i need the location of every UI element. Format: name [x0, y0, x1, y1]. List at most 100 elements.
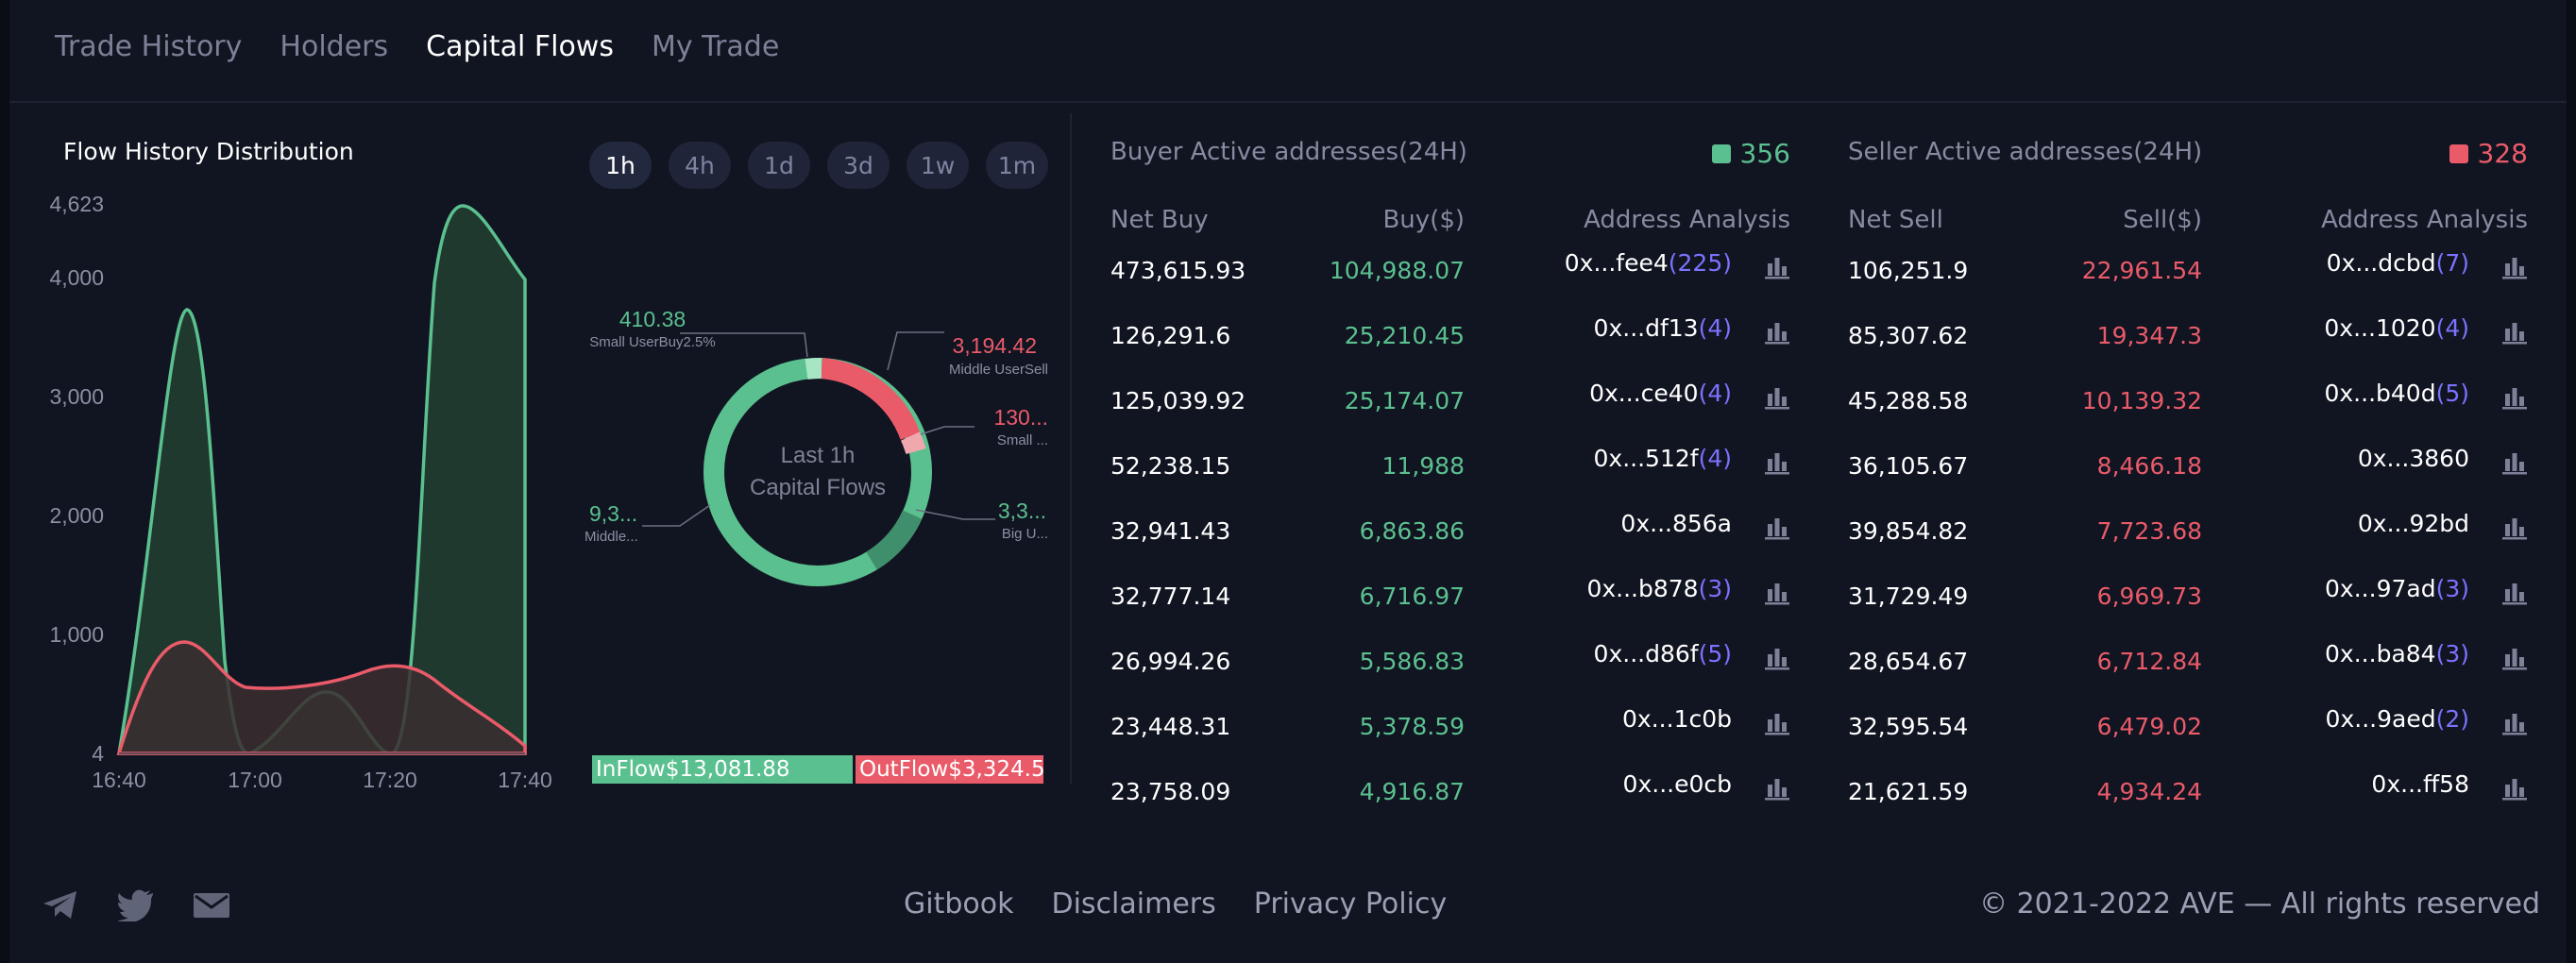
address-link[interactable]: 0x...b878(3)	[1586, 575, 1732, 602]
bar-chart-icon[interactable]	[2501, 255, 2528, 279]
donut-seg-small-sell	[900, 431, 926, 455]
address-link[interactable]: 0x...1020(4)	[2324, 314, 2469, 342]
bar-chart-icon[interactable]	[2501, 320, 2528, 345]
table-row: 473,615.93 104,988.07 0x...fee4(225)	[1110, 249, 1790, 295]
table-row: 39,854.82 7,723.68 0x...92bd	[1848, 510, 2528, 555]
address-link[interactable]: 0x...92bd	[2358, 510, 2469, 537]
social-links	[42, 889, 230, 921]
bar-chart-icon[interactable]	[1764, 581, 1790, 605]
amount-value: 8,466.18	[2096, 452, 2202, 480]
table-row: 21,621.59 4,934.24 0x...ff58	[1848, 770, 2528, 816]
time-filter-1m[interactable]: 1m	[986, 142, 1048, 189]
bar-chart-icon[interactable]	[1764, 255, 1790, 279]
seller-col-net-sell: Net Sell	[1848, 206, 1943, 234]
net-value: 39,854.82	[1848, 517, 1969, 545]
table-row: 125,039.92 25,174.07 0x...ce40(4)	[1110, 380, 1790, 425]
address-tx-count: (3)	[1698, 575, 1732, 602]
address-link[interactable]: 0x...856a	[1620, 510, 1732, 537]
flow-chart-title: Flow History Distribution	[63, 138, 354, 165]
copyright-text: © 2021-2022 AVE — All rights reserved	[1979, 887, 2540, 921]
address-text: 0x...e0cb	[1622, 770, 1732, 798]
twitter-icon[interactable]	[117, 889, 155, 921]
tab-capital-flows[interactable]: Capital Flows	[426, 30, 614, 63]
address-link[interactable]: 0x...b40d(5)	[2324, 380, 2469, 407]
amount-value: 25,210.45	[1344, 322, 1465, 349]
time-filter-1d[interactable]: 1d	[748, 142, 810, 189]
net-value: 32,941.43	[1110, 517, 1231, 545]
net-value: 32,777.14	[1110, 583, 1231, 610]
address-link[interactable]: 0x...9aed(2)	[2326, 705, 2469, 733]
bar-chart-icon[interactable]	[1764, 320, 1790, 345]
address-text: 0x...97ad	[2325, 575, 2436, 602]
address-link[interactable]: 0x...512f(4)	[1594, 445, 1732, 472]
address-link[interactable]: 0x...df13(4)	[1594, 314, 1732, 342]
address-tx-count: (4)	[1698, 314, 1732, 342]
address-text: 0x...b40d	[2324, 380, 2436, 407]
donut-leader-lines	[642, 331, 995, 527]
table-row: 23,758.09 4,916.87 0x...e0cb	[1110, 770, 1790, 816]
address-link[interactable]: 0x...1c0b	[1622, 705, 1732, 733]
address-link[interactable]: 0x...fee4(225)	[1565, 249, 1732, 277]
time-filter-1w[interactable]: 1w	[907, 142, 969, 189]
address-link[interactable]: 0x...dcbd(7)	[2327, 249, 2469, 277]
time-filter-4h[interactable]: 4h	[669, 142, 731, 189]
mail-icon[interactable]	[193, 891, 230, 920]
telegram-icon[interactable]	[42, 889, 79, 921]
bar-chart-icon[interactable]	[2501, 776, 2528, 801]
amount-value: 6,712.84	[2096, 648, 2202, 675]
tab-holders[interactable]: Holders	[280, 30, 389, 63]
address-link[interactable]: 0x...97ad(3)	[2325, 575, 2469, 602]
net-value: 45,288.58	[1848, 387, 1969, 414]
outflow-area	[116, 640, 527, 755]
bar-chart-icon[interactable]	[1764, 385, 1790, 410]
bar-chart-icon[interactable]	[2501, 646, 2528, 670]
buyer-legend-square	[1711, 144, 1731, 163]
bar-chart-icon[interactable]	[2501, 515, 2528, 540]
address-text: 0x...b878	[1586, 575, 1699, 602]
buyer-col-address-analysis: Address Analysis	[1584, 206, 1790, 234]
address-link[interactable]: 0x...d86f(5)	[1594, 640, 1732, 667]
address-link[interactable]: 0x...ba84(3)	[2325, 640, 2469, 667]
donut-label-big-user-value: 3,3...	[998, 498, 1046, 523]
privacy-policy-link[interactable]: Privacy Policy	[1253, 887, 1448, 921]
buyer-panel-title: Buyer Active addresses(24H)	[1110, 138, 1467, 166]
time-filter-1h[interactable]: 1h	[589, 142, 652, 189]
address-link[interactable]: 0x...ce40(4)	[1589, 380, 1732, 407]
donut-seg-small-buy	[805, 358, 822, 380]
net-value: 52,238.15	[1110, 452, 1231, 480]
address-text: 0x...92bd	[2357, 510, 2469, 537]
net-value: 23,448.31	[1110, 713, 1231, 740]
bar-chart-icon[interactable]	[1764, 450, 1790, 475]
time-filter-3d[interactable]: 3d	[827, 142, 890, 189]
amount-value: 104,988.07	[1329, 257, 1465, 284]
address-link[interactable]: 0x...3860	[2358, 445, 2469, 472]
address-tx-count: (225)	[1668, 249, 1732, 277]
table-row: 52,238.15 11,988 0x...512f(4)	[1110, 445, 1790, 490]
tab-trade-history[interactable]: Trade History	[55, 30, 243, 63]
address-link[interactable]: 0x...ff58	[2371, 770, 2469, 798]
gitbook-link[interactable]: Gitbook	[904, 887, 1014, 921]
disclaimers-link[interactable]: Disclaimers	[1051, 887, 1216, 921]
bar-chart-icon[interactable]	[1764, 515, 1790, 540]
net-value: 36,105.67	[1848, 452, 1969, 480]
bar-chart-icon[interactable]	[1764, 711, 1790, 735]
bar-chart-icon[interactable]	[2501, 450, 2528, 475]
window-edge-left	[0, 0, 9, 963]
bar-chart-icon[interactable]	[2501, 581, 2528, 605]
net-value: 23,758.09	[1110, 778, 1231, 805]
table-row: 45,288.58 10,139.32 0x...b40d(5)	[1848, 380, 2528, 425]
address-text: 0x...ba84	[2325, 640, 2436, 667]
tab-my-trade[interactable]: My Trade	[651, 30, 780, 63]
bar-chart-icon[interactable]	[1764, 646, 1790, 670]
amount-value: 4,934.24	[2096, 778, 2202, 805]
bar-chart-icon[interactable]	[2501, 385, 2528, 410]
address-text: 0x...3860	[2357, 445, 2469, 472]
x-tick-label: 16:40	[92, 768, 146, 792]
donut-labels: 410.38 Small UserBuy2.5% 3,194.42 Middle…	[585, 307, 1048, 545]
amount-value: 19,347.3	[2096, 322, 2202, 349]
bar-chart-icon[interactable]	[1764, 776, 1790, 801]
amount-value: 7,723.68	[2096, 517, 2202, 545]
footer-links: Gitbook Disclaimers Privacy Policy	[904, 887, 1447, 921]
bar-chart-icon[interactable]	[2501, 711, 2528, 735]
address-link[interactable]: 0x...e0cb	[1623, 770, 1732, 798]
